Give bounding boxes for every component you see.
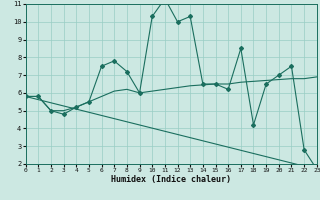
X-axis label: Humidex (Indice chaleur): Humidex (Indice chaleur) <box>111 175 231 184</box>
